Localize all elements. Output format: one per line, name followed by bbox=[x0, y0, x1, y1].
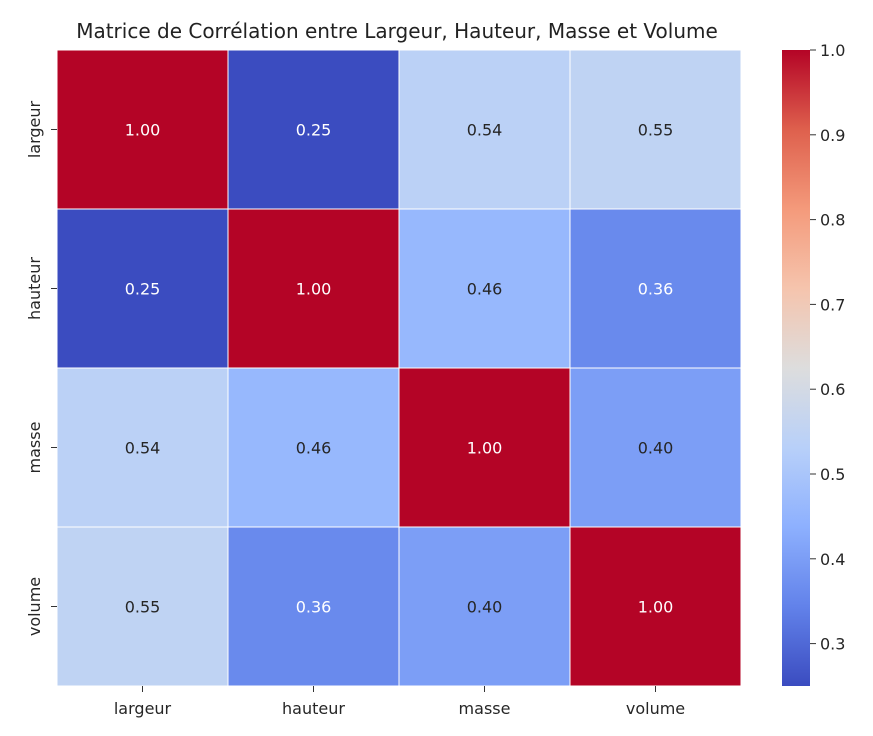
heatmap-cell-value-r0-c2: 0.54 bbox=[467, 121, 503, 140]
heatmap-cell-value-r3-c0: 0.55 bbox=[125, 598, 161, 617]
heatmap-cell-r0-c1 bbox=[227, 49, 400, 210]
heatmap-cell-r1-c1 bbox=[227, 208, 400, 369]
heatmap-cell-value-r1-c2: 0.46 bbox=[467, 280, 503, 299]
heatmap-cell-r3-c0 bbox=[56, 526, 229, 687]
x-tick-label-2: masse bbox=[459, 699, 511, 718]
colorbar-tick-label-1: 0.4 bbox=[820, 550, 845, 569]
heatmap-cell-value-r1-c3: 0.36 bbox=[638, 280, 674, 299]
heatmap-cell-labels: 1.00 0.25 0.54 0.55 0.25 1.00 0.46 0.36 0.54 0.46… bbox=[125, 121, 674, 617]
heatmap-cell-r2-c1 bbox=[227, 367, 400, 528]
heatmap-cell-r0-c0 bbox=[56, 49, 229, 210]
heatmap-cells bbox=[56, 49, 742, 687]
colorbar-tick-label-3: 0.6 bbox=[820, 380, 845, 399]
heatmap-cell-r2-c3 bbox=[569, 367, 742, 528]
heatmap-axes: largeur hauteur masse volume largeur hauteur m… bbox=[25, 100, 685, 718]
heatmap-cell-r1-c0 bbox=[56, 208, 229, 369]
chart-title: Matrice de Corrélation entre Largeur, Ha… bbox=[76, 19, 718, 43]
heatmap-cell-value-r0-c1: 0.25 bbox=[296, 121, 332, 140]
heatmap-cell-r3-c3 bbox=[569, 526, 742, 687]
heatmap-cell-r1-c3 bbox=[569, 208, 742, 369]
heatmap-cell-value-r0-c0: 1.00 bbox=[125, 121, 161, 140]
heatmap-cell-value-r2-c1: 0.46 bbox=[296, 439, 332, 458]
colorbar-tick-label-0: 0.3 bbox=[820, 635, 845, 654]
heatmap-cell-value-r1-c1: 1.00 bbox=[296, 280, 332, 299]
heatmap-cell-r3-c2 bbox=[398, 526, 571, 687]
y-tick-label-1: hauteur bbox=[25, 257, 44, 320]
heatmap-cell-value-r2-c3: 0.40 bbox=[638, 439, 674, 458]
heatmap-cell-value-r0-c3: 0.55 bbox=[638, 121, 674, 140]
y-tick-label-0: largeur bbox=[25, 100, 44, 158]
heatmap-cell-r0-c2 bbox=[398, 49, 571, 210]
colorbar-bar bbox=[782, 50, 810, 686]
y-tick-label-3: volume bbox=[25, 577, 44, 636]
x-tick-label-3: volume bbox=[626, 699, 685, 718]
colorbar-tick-label-5: 0.8 bbox=[820, 211, 845, 230]
x-tick-label-1: hauteur bbox=[282, 699, 345, 718]
heatmap-cell-r0-c3 bbox=[569, 49, 742, 210]
heatmap-cell-value-r3-c1: 0.36 bbox=[296, 598, 332, 617]
heatmap-cell-r3-c1 bbox=[227, 526, 400, 687]
y-tick-label-2: masse bbox=[25, 422, 44, 474]
heatmap-cell-value-r2-c0: 0.54 bbox=[125, 439, 161, 458]
x-tick-label-0: largeur bbox=[114, 699, 172, 718]
colorbar-tick-label-4: 0.7 bbox=[820, 295, 845, 314]
heatmap-cell-value-r3-c3: 1.00 bbox=[638, 598, 674, 617]
heatmap-cell-value-r3-c2: 0.40 bbox=[467, 598, 503, 617]
colorbar-tick-label-2: 0.5 bbox=[820, 465, 845, 484]
colorbar-tick-label-7: 1.0 bbox=[820, 41, 845, 60]
colorbar-tick-label-6: 0.9 bbox=[820, 126, 845, 145]
heatmap-cell-value-r1-c0: 0.25 bbox=[125, 280, 161, 299]
heatmap-cell-value-r2-c2: 1.00 bbox=[467, 439, 503, 458]
colorbar: 0.3 0.4 0.5 0.6 0.7 0.8 0.9 1.0 bbox=[782, 41, 845, 686]
heatmap-cell-r1-c2 bbox=[398, 208, 571, 369]
